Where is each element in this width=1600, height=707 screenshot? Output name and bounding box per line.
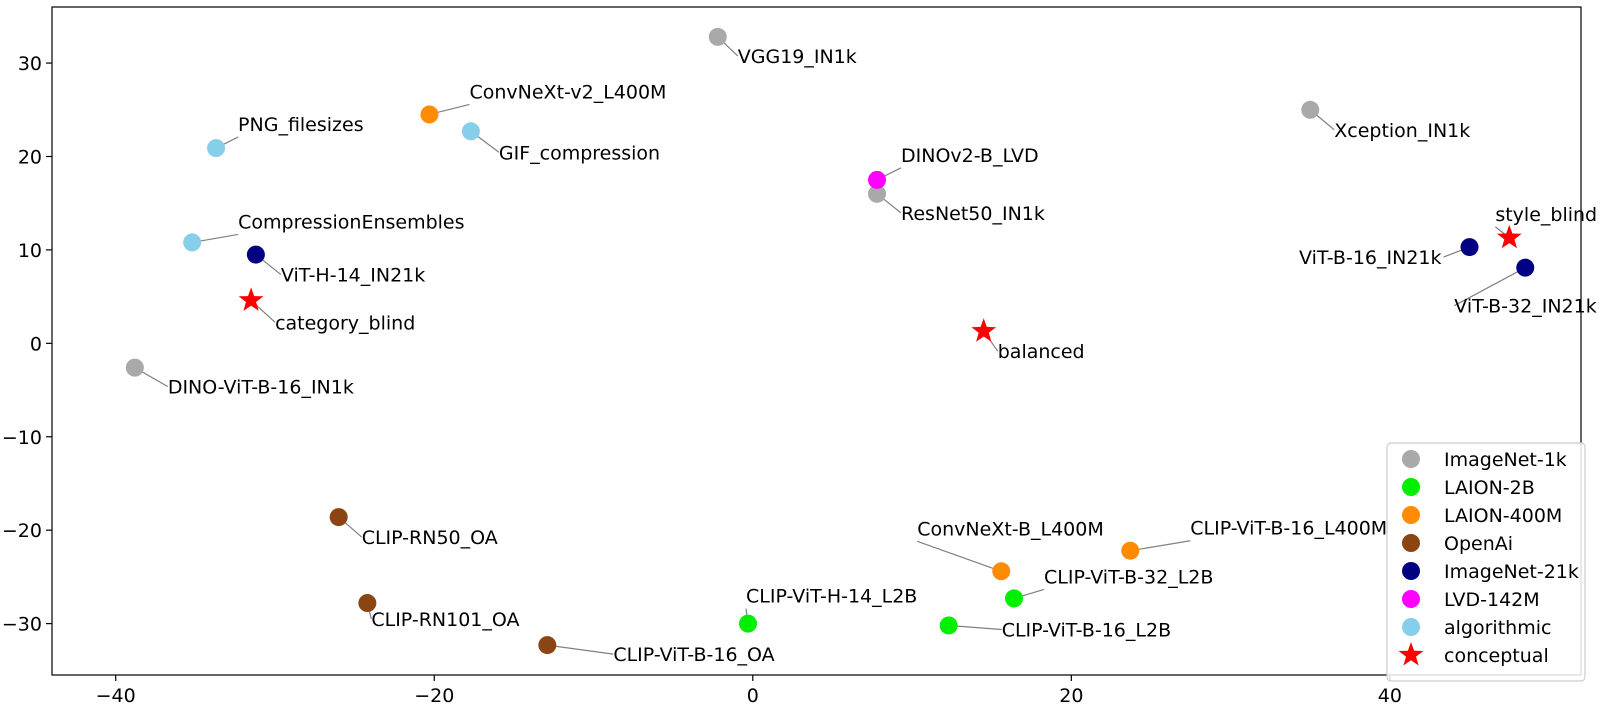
point-label: VGG19_IN1k [738, 46, 857, 68]
leader-line [1130, 540, 1191, 552]
axis-ticks: −40 −20 0 20 40 −30 −20 −10 0 10 20 30 [2, 53, 1402, 707]
data-point [183, 233, 202, 252]
y-tick-label: 20 [18, 146, 42, 168]
point-label: category_blind [275, 312, 415, 334]
point-label: CompressionEnsembles [238, 211, 464, 233]
data-point [1121, 541, 1140, 560]
data-point [246, 245, 265, 264]
legend-label: ImageNet-21k [1444, 561, 1579, 583]
legend-marker [1402, 618, 1420, 636]
legend-label: algorithmic [1444, 617, 1551, 639]
legend-marker [1402, 478, 1420, 496]
legend-label: LAION-2B [1444, 477, 1535, 499]
legend-marker [1402, 450, 1420, 468]
data-point [868, 170, 887, 189]
point-label: ConvNeXt-B_L400M [917, 518, 1104, 540]
legend-label: LVD-142M [1444, 589, 1540, 611]
y-tick-label: −30 [2, 614, 42, 636]
legend-marker [1402, 534, 1420, 552]
point-label: CLIP-ViT-B-32_L2B [1044, 566, 1213, 588]
point-label: ViT-B-16_IN21k [1299, 247, 1441, 269]
data-point [739, 614, 758, 633]
plot-frame [51, 6, 1582, 676]
data-point [461, 122, 480, 141]
point-labels: VGG19_IN1k Xception_IN1k ResNet50_IN1k DINO… [168, 46, 1597, 666]
point-label: CLIP-ViT-B-16_L400M [1190, 518, 1387, 540]
y-tick-label: 10 [18, 240, 42, 262]
x-tick-label: 20 [1059, 685, 1083, 707]
data-point [207, 139, 226, 158]
data-point [1516, 258, 1535, 277]
legend-marker [1402, 590, 1420, 608]
point-label: DINOv2-B_LVD [901, 145, 1039, 167]
point-label: CLIP-RN50_OA [362, 527, 498, 549]
x-tick-label: 40 [1378, 685, 1402, 707]
legend-frame [1386, 442, 1586, 682]
legend-label: OpenAi [1444, 533, 1513, 555]
point-label: ResNet50_IN1k [901, 203, 1045, 225]
data-point [125, 358, 144, 377]
point-label: CLIP-ViT-B-16_OA [613, 644, 774, 666]
data-point [868, 184, 887, 203]
data-point [538, 636, 557, 655]
y-tick-label: −10 [2, 427, 42, 449]
data-point [358, 594, 377, 613]
legend-label: conceptual [1444, 645, 1549, 667]
point-label: ViT-H-14_IN21k [281, 265, 425, 287]
x-tick-label: −20 [414, 685, 454, 707]
data-point-star [1497, 224, 1522, 249]
point-label: style_blind [1495, 204, 1597, 226]
point-label: CLIP-RN101_OA [371, 609, 519, 631]
data-point [1301, 100, 1320, 119]
leader-line [917, 540, 1002, 572]
data-point-star [238, 287, 264, 311]
data-point [992, 562, 1011, 581]
legend-marker [1402, 506, 1420, 524]
leader-line [547, 644, 614, 655]
x-tick-label: −40 [96, 685, 136, 707]
point-label: ConvNeXt-v2_L400M [469, 81, 666, 103]
data-points [125, 27, 1535, 655]
point-label: PNG_filesizes [238, 114, 364, 136]
y-tick-label: 30 [18, 53, 42, 75]
data-point-star [971, 318, 997, 342]
y-tick-label: −20 [2, 520, 42, 542]
legend-label: ImageNet-1k [1444, 449, 1567, 471]
leader-line [1453, 267, 1526, 307]
point-label: DINO-ViT-B-16_IN1k [168, 377, 354, 399]
x-tick-label: 0 [747, 685, 759, 707]
data-point [1004, 589, 1023, 608]
legend-marker-star [1398, 642, 1424, 666]
point-label: CLIP-ViT-H-14_L2B [746, 586, 917, 608]
point-label: Xception_IN1k [1334, 120, 1470, 142]
data-point [329, 508, 348, 527]
legend-label: LAION-400M [1444, 505, 1562, 527]
data-point [1460, 238, 1479, 257]
point-label: ViT-B-32_IN21k [1454, 296, 1596, 318]
point-label: balanced [998, 341, 1085, 363]
y-tick-label: 0 [30, 333, 42, 355]
point-label: GIF_compression [499, 142, 660, 164]
legend: ImageNet-1k LAION-2B LAION-400M OpenAi Image… [1386, 442, 1586, 682]
data-point [420, 105, 439, 124]
data-point [939, 616, 958, 635]
point-label: CLIP-ViT-B-16_L2B [1002, 619, 1171, 641]
data-point [708, 27, 727, 46]
legend-marker [1402, 562, 1420, 580]
